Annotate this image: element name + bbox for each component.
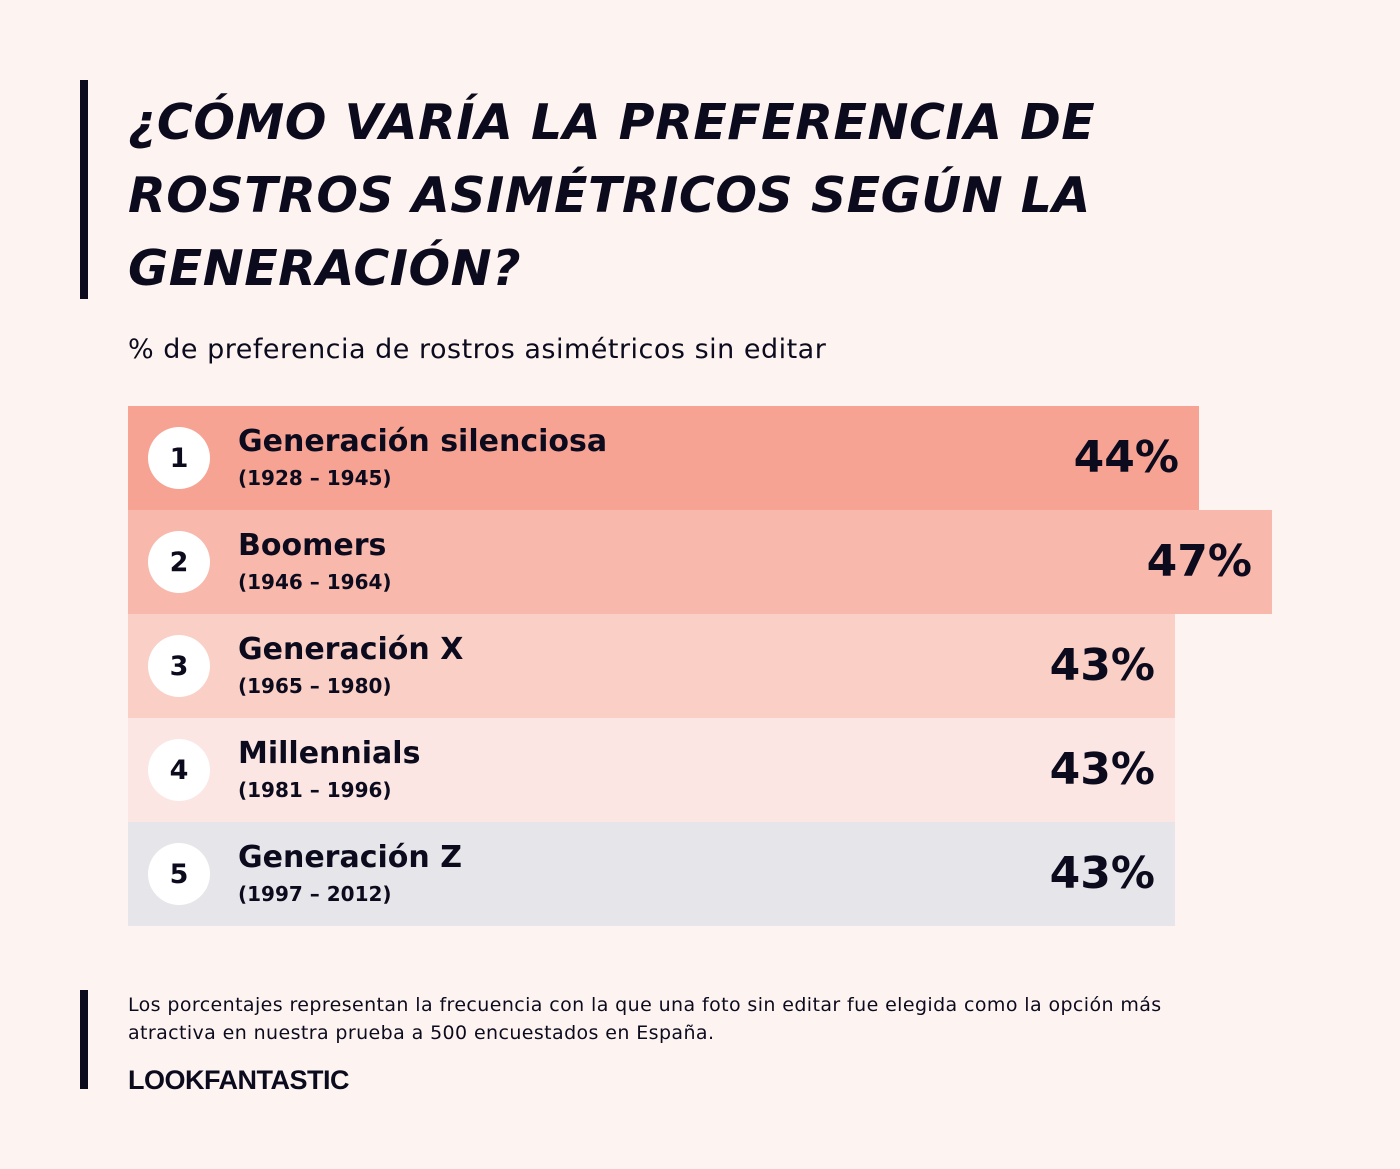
category-label: Generación silenciosa [238,424,608,459]
year-range-label: (1981 – 1996) [238,778,392,802]
year-range-label: (1946 – 1964) [238,570,392,594]
year-range-label: (1997 – 2012) [238,882,392,906]
rank-badge: 2 [148,531,210,593]
data-label: 43% [1049,744,1155,795]
data-label: 44% [1073,432,1179,483]
data-label: 47% [1146,536,1252,587]
footer: Los porcentajes representan la frecuenci… [80,990,1248,1095]
year-range-label: (1965 – 1980) [238,674,392,698]
category-label: Millennials [238,736,421,771]
bar-3: 3 Generación X (1965 – 1980) 43% [128,614,1175,718]
chart-subtitle: % de preferencia de rostros asimétricos … [128,334,827,365]
bar-5: 5 Generación Z (1997 – 2012) 43% [128,822,1175,926]
rank-badge: 4 [148,739,210,801]
title-block: ¿CÓMO VARÍA LA PREFERENCIA DE ROSTROS AS… [80,80,1228,299]
chart-title: ¿CÓMO VARÍA LA PREFERENCIA DE ROSTROS AS… [128,94,1096,297]
footnote: Los porcentajes representan la frecuenci… [128,994,1162,1044]
data-label: 43% [1049,848,1155,899]
rank-badge: 1 [148,427,210,489]
bar-1: 1 Generación silenciosa (1928 – 1945) 44% [128,406,1199,510]
category-label: Boomers [238,528,387,563]
data-label: 43% [1049,640,1155,691]
category-label: Generación Z [238,840,462,875]
rank-badge: 3 [148,635,210,697]
category-label: Generación X [238,632,464,667]
brand-logo: LOOKFANTASTIC [128,1065,349,1095]
year-range-label: (1928 – 1945) [238,466,392,490]
rank-badge: 5 [148,843,210,905]
bar-4: 4 Millennials (1981 – 1996) 43% [128,718,1175,822]
bar-2: 2 Boomers (1946 – 1964) 47% [128,510,1272,614]
